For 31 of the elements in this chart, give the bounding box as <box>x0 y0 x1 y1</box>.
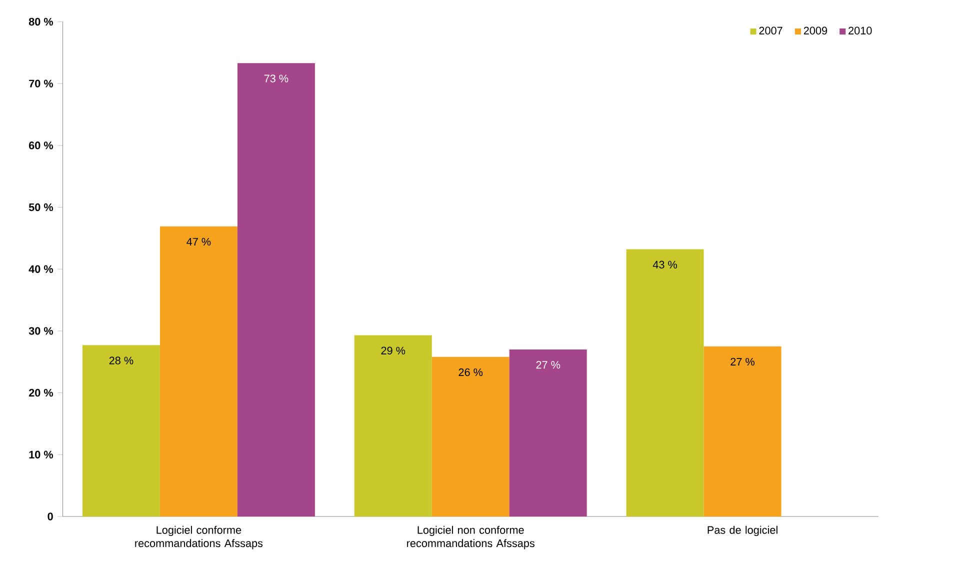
data-label: 28 % <box>109 356 134 364</box>
x-tick-label: Logiciel non conforme recommandations Afssaps <box>407 526 534 550</box>
y-tick-label: 30 % <box>28 327 54 335</box>
bar <box>82 345 160 516</box>
data-label: 47 % <box>186 238 211 246</box>
legend-label: 2007 <box>759 26 782 35</box>
y-tick-label: 70 % <box>29 80 54 88</box>
bar <box>626 249 704 516</box>
data-label: 27 % <box>730 358 755 366</box>
bar <box>509 350 587 516</box>
y-tick-label: 20 % <box>28 388 54 397</box>
y-tick-label: 10 % <box>29 450 54 459</box>
y-tick-label: 80 % <box>28 18 54 26</box>
x-tick-label: Logiciel conforme recommandations Afssaps <box>135 526 263 550</box>
bar <box>704 346 782 516</box>
legend-label: 2009 <box>804 26 828 35</box>
y-tick-label: 50 % <box>28 203 54 212</box>
data-label: 26 % <box>458 368 483 376</box>
bar <box>237 63 315 516</box>
data-label: 27 % <box>536 361 560 369</box>
bar <box>160 226 238 516</box>
y-tick-label: 60 % <box>28 142 54 150</box>
y-tick-label: 40 % <box>28 265 54 273</box>
x-tick-label: Pas de logiciel <box>708 526 778 536</box>
legend-label: 2010 <box>848 26 872 35</box>
y-tick-label: 0 <box>48 512 53 520</box>
data-label: 29 % <box>381 346 406 354</box>
data-label: 73 % <box>264 74 288 82</box>
data-label: 43 % <box>652 260 678 269</box>
bar <box>354 335 432 516</box>
bar <box>432 356 510 516</box>
